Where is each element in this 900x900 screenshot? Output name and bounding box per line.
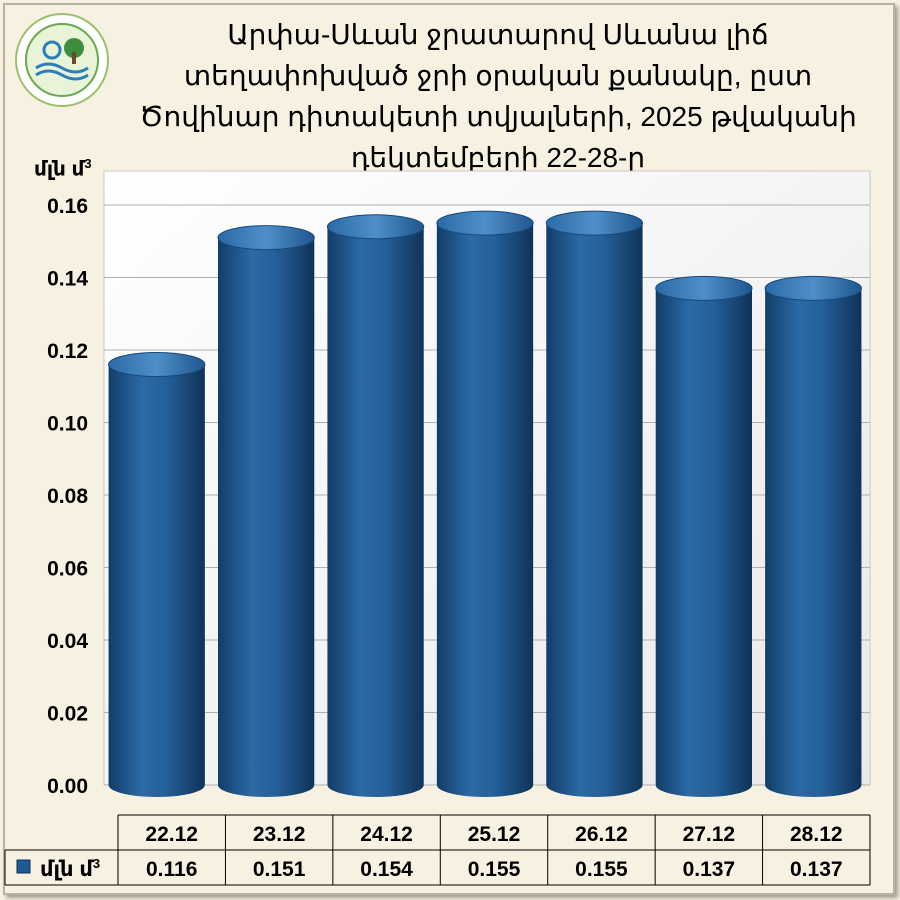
bar-body: [108, 364, 205, 798]
y-axis-unit-label: մլն մ3: [34, 156, 92, 181]
data-value-label: 0.154: [360, 858, 413, 881]
legend-series-label: մլն մ3: [40, 856, 100, 881]
bar-top-cap: [545, 210, 644, 236]
bar: [217, 225, 315, 798]
bar: [545, 210, 644, 797]
x-category-label: 26.12: [575, 823, 628, 846]
data-value-label: 0.116: [146, 858, 197, 881]
bar-body: [655, 288, 753, 798]
y-tick-label: 0.12: [47, 340, 88, 363]
y-tick-label: 0.00: [47, 775, 88, 798]
y-tick-label: 0.02: [47, 703, 88, 726]
x-category-label: 23.12: [253, 823, 306, 846]
x-category-label: 27.12: [683, 823, 736, 846]
data-value-label: 0.155: [575, 858, 628, 881]
bar-body: [436, 223, 534, 798]
data-value-label: 0.137: [790, 858, 843, 881]
data-value-label: 0.155: [468, 858, 521, 881]
bar-body: [765, 288, 862, 798]
bar: [764, 275, 862, 798]
bar-top-cap: [655, 275, 753, 301]
bar-top-cap: [436, 210, 534, 236]
hydromet-center-logo-icon: [15, 13, 109, 107]
y-tick-label: 0.06: [47, 558, 88, 581]
y-tick-label: 0.16: [47, 195, 88, 218]
x-category-label: 25.12: [468, 823, 521, 846]
bar-top-cap: [108, 352, 206, 377]
bar: [108, 352, 206, 798]
bar: [655, 275, 753, 798]
y-tick-label: 0.04: [47, 630, 88, 653]
y-tick-label: 0.08: [47, 485, 88, 508]
x-category-label: 28.12: [790, 823, 843, 846]
x-category-label: 24.12: [360, 823, 413, 846]
bar-body: [546, 223, 643, 797]
data-value-label: 0.137: [683, 858, 736, 881]
x-category-label: 22.12: [145, 823, 198, 846]
y-tick-label: 0.10: [47, 413, 88, 436]
bar-top-cap: [326, 214, 425, 240]
chart-title: Արփա-Սևան ջրատարով Սևանա լիճ տեղափոխված …: [139, 19, 857, 173]
bar-top-cap: [217, 225, 315, 251]
legend-swatch: [16, 859, 31, 874]
y-tick-label: 0.14: [47, 268, 88, 291]
bar-body: [327, 226, 424, 798]
bar: [436, 210, 534, 798]
data-value-label: 0.151: [253, 858, 306, 881]
bar: [326, 214, 425, 798]
bar-body: [217, 237, 315, 798]
bar-top-cap: [764, 275, 862, 301]
